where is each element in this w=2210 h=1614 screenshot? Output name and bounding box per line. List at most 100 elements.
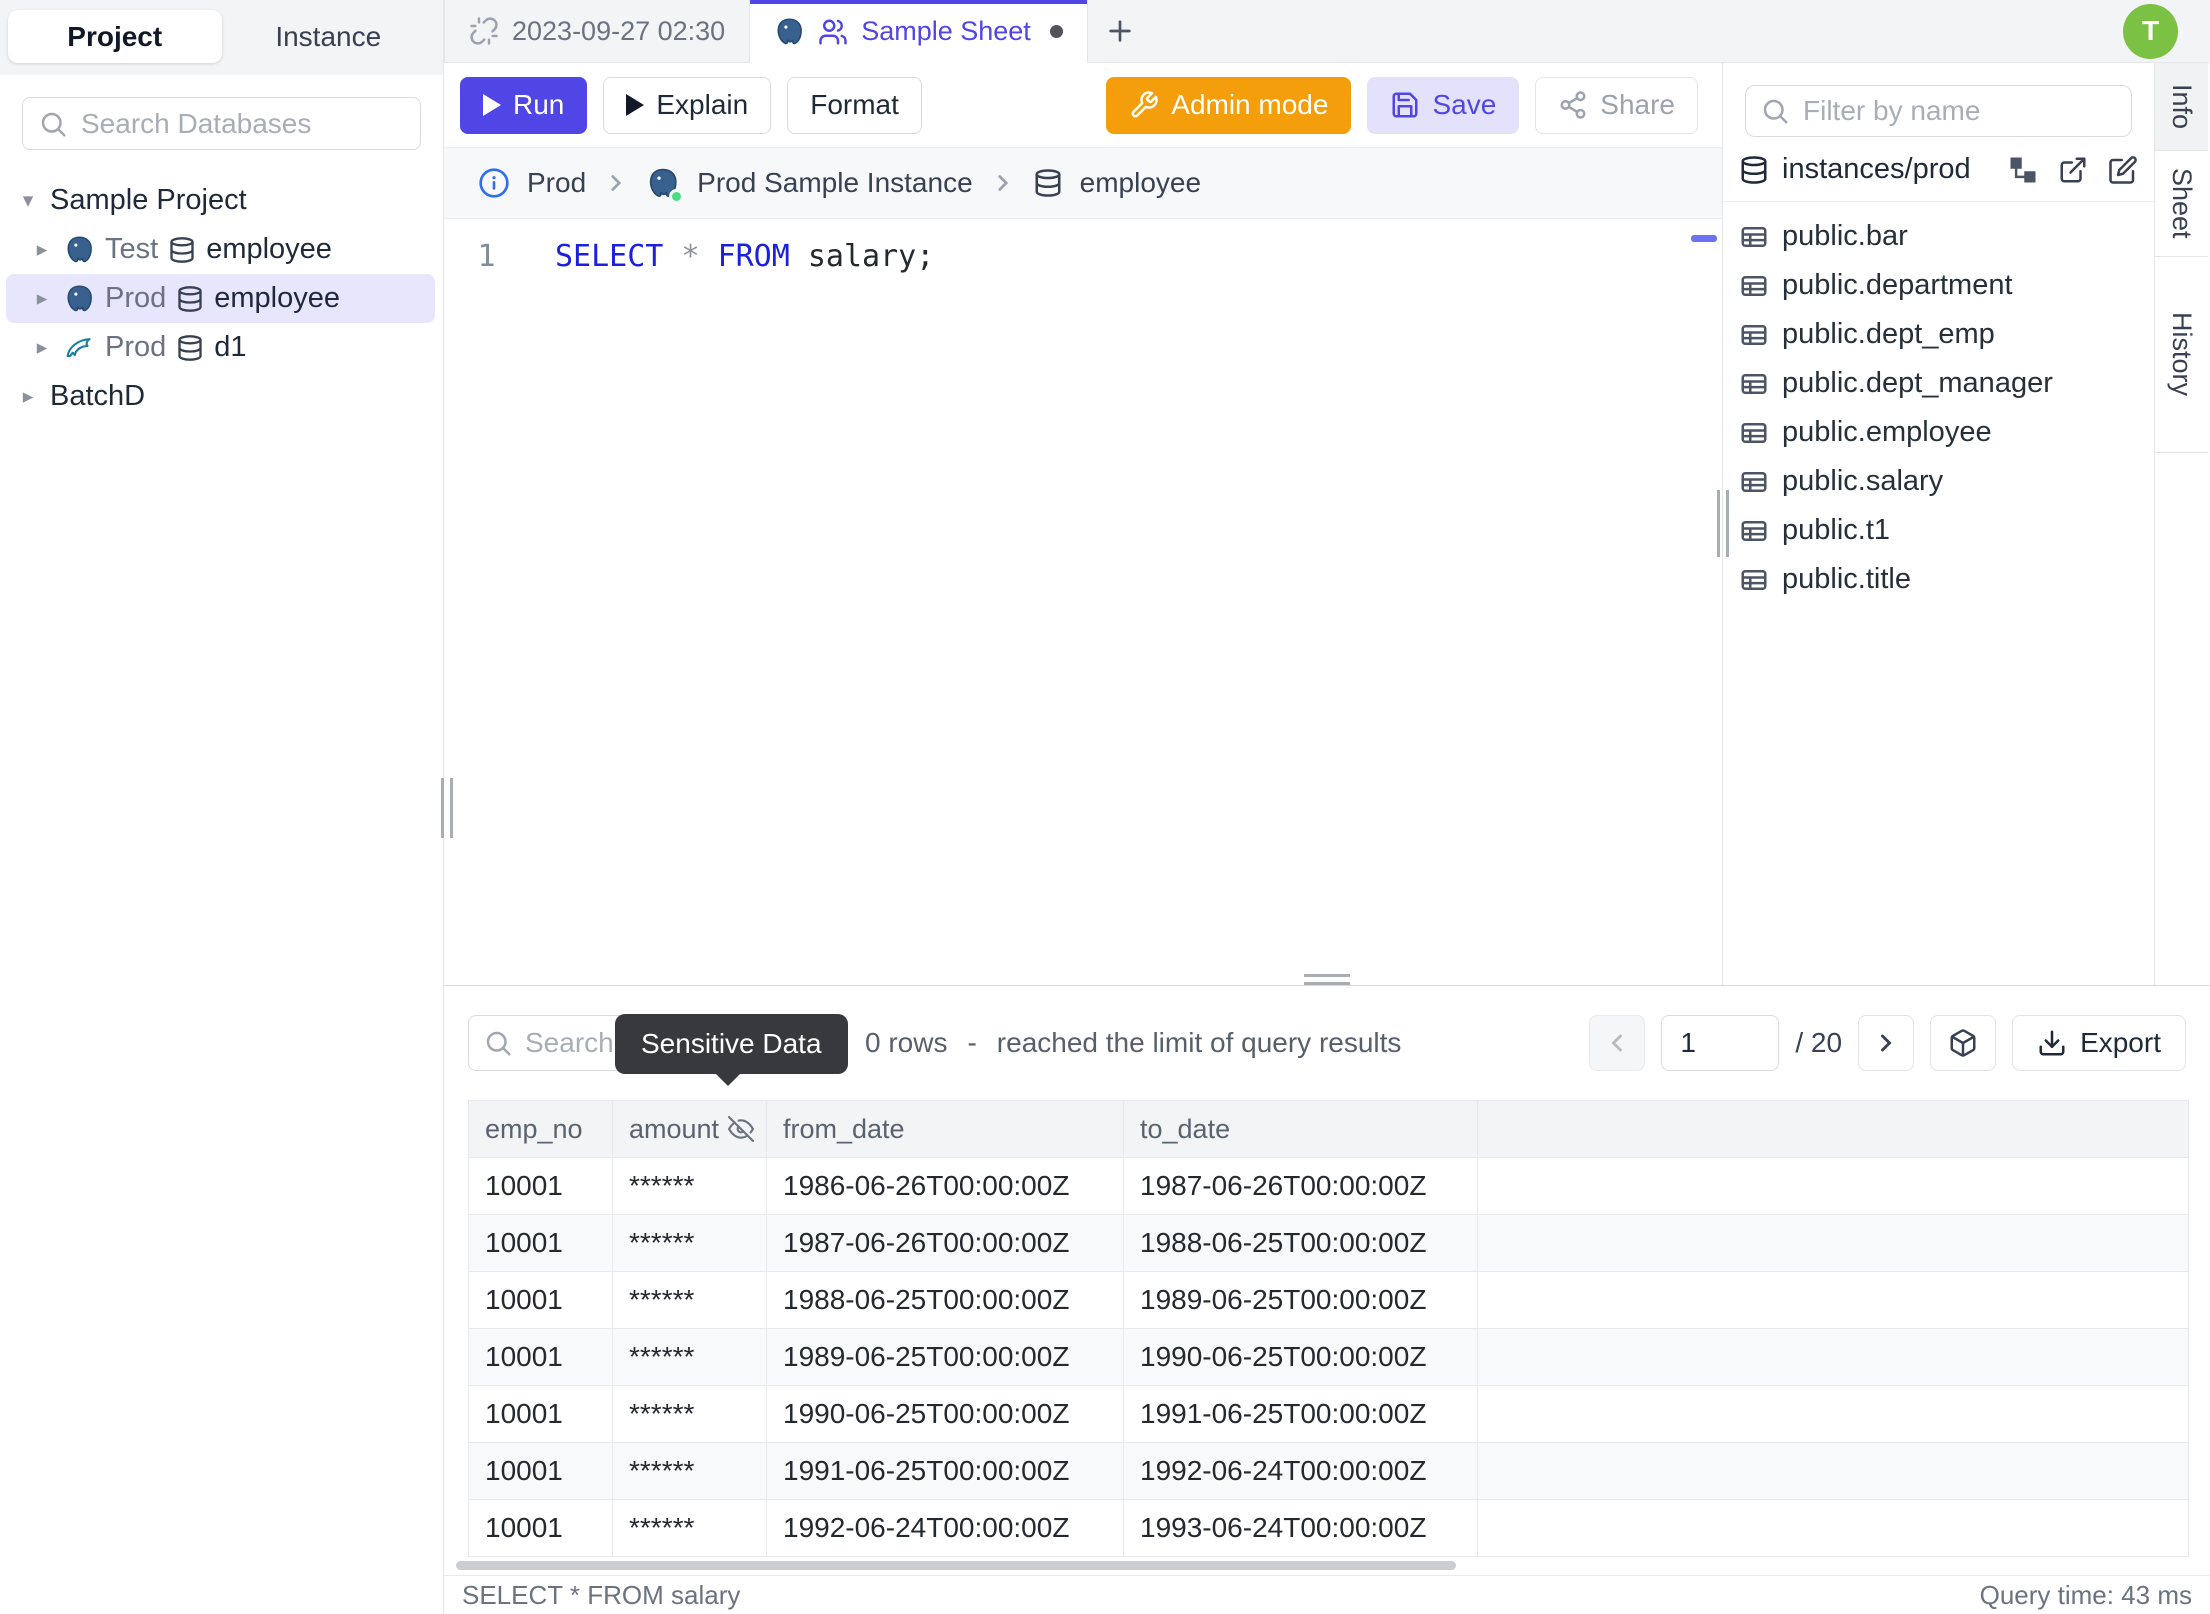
tab-instance[interactable]: Instance bbox=[275, 20, 382, 52]
cell[interactable]: 1991-06-25T00:00:00Z bbox=[1123, 1385, 1478, 1443]
chevron-right-icon bbox=[998, 175, 1008, 191]
results-header-row: emp_no amount from_date to_date bbox=[468, 1100, 2189, 1158]
cell[interactable]: 10001 bbox=[468, 1385, 613, 1443]
cell[interactable]: 1987-06-26T00:00:00Z bbox=[766, 1214, 1124, 1272]
cell[interactable]: 1992-06-24T00:00:00Z bbox=[1123, 1442, 1478, 1500]
cell[interactable]: 10001 bbox=[468, 1157, 613, 1215]
strip-tab-sheet[interactable]: Sheet bbox=[2155, 151, 2208, 257]
results-search-input[interactable]: Search bbox=[468, 1015, 738, 1071]
avatar[interactable]: T bbox=[2123, 3, 2178, 59]
page-number-input[interactable]: 1 bbox=[1661, 1015, 1780, 1071]
table-item-public-title[interactable]: public.title bbox=[1723, 555, 2154, 604]
chevron-left-icon bbox=[1611, 1034, 1623, 1052]
table-item-public-department[interactable]: public.department bbox=[1723, 261, 2154, 310]
sensitive-data-tooltip: Sensitive Data bbox=[615, 1014, 848, 1086]
breadcrumb-instance[interactable]: Prod Sample Instance bbox=[697, 167, 973, 198]
cell-masked[interactable]: ****** bbox=[612, 1385, 767, 1443]
tree-db-test-employee[interactable]: ▸ Test employee bbox=[6, 225, 435, 274]
export-button[interactable]: Export bbox=[2012, 1015, 2186, 1071]
filter-by-name-input[interactable]: Filter by name bbox=[1745, 85, 2132, 137]
new-sheet-button[interactable] bbox=[1088, 0, 1152, 62]
table-row: 10001 ****** 1987-06-26T00:00:00Z 1988-06-2… bbox=[468, 1214, 2189, 1272]
cell[interactable]: 10001 bbox=[468, 1442, 613, 1500]
right-divider-handle[interactable] bbox=[1717, 490, 1729, 557]
visualize-button[interactable] bbox=[1930, 1015, 1997, 1071]
next-page-button[interactable] bbox=[1858, 1015, 1915, 1071]
table-item-public-employee[interactable]: public.employee bbox=[1723, 408, 2154, 457]
database-icon bbox=[178, 285, 202, 312]
database-icon bbox=[1035, 169, 1061, 197]
cell-filler bbox=[1477, 1442, 2189, 1500]
editor-scrollbar-thumb[interactable] bbox=[1691, 235, 1717, 242]
cell[interactable]: 10001 bbox=[468, 1271, 613, 1329]
postgresql-status-icon bbox=[646, 166, 685, 204]
eye-off-icon[interactable] bbox=[728, 1116, 755, 1142]
sheet-tab-sample-sheet[interactable]: Sample Sheet bbox=[750, 0, 1088, 63]
format-button[interactable]: Format bbox=[787, 76, 922, 134]
cell-masked[interactable]: ****** bbox=[612, 1442, 767, 1500]
table-item-public-bar[interactable]: public.bar bbox=[1723, 212, 2154, 261]
cell[interactable]: 10001 bbox=[468, 1328, 613, 1386]
cell-masked[interactable]: ****** bbox=[612, 1499, 767, 1557]
table-icon bbox=[1741, 520, 1767, 541]
external-link-icon[interactable] bbox=[2058, 155, 2088, 185]
left-divider-handle[interactable] bbox=[441, 778, 453, 838]
cell[interactable]: 10001 bbox=[468, 1214, 613, 1272]
tree-project-batchd[interactable]: ▸ BatchD bbox=[0, 372, 443, 421]
table-row: 10001 ****** 1992-06-24T00:00:00Z 1993-06-2… bbox=[468, 1499, 2189, 1557]
search-databases-input[interactable]: Search Databases bbox=[22, 97, 421, 150]
share-button[interactable]: Share bbox=[1535, 76, 1698, 134]
caret-right-icon[interactable]: ▸ bbox=[22, 385, 34, 408]
caret-right-icon[interactable]: ▸ bbox=[36, 336, 48, 359]
cell-masked[interactable]: ****** bbox=[612, 1214, 767, 1272]
strip-tab-info[interactable]: Info bbox=[2155, 63, 2208, 151]
panel-resize-handle[interactable] bbox=[1304, 974, 1350, 985]
table-item-public-salary[interactable]: public.salary bbox=[1723, 457, 2154, 506]
cell[interactable]: 1992-06-24T00:00:00Z bbox=[766, 1499, 1124, 1557]
tab-project[interactable]: Project bbox=[8, 10, 222, 63]
admin-mode-button[interactable]: Admin mode bbox=[1106, 76, 1352, 134]
prev-page-button[interactable] bbox=[1589, 1015, 1646, 1071]
cell-masked[interactable]: ****** bbox=[612, 1328, 767, 1386]
users-icon bbox=[819, 19, 847, 44]
cell[interactable]: 1988-06-25T00:00:00Z bbox=[766, 1271, 1124, 1329]
cell[interactable]: 1991-06-25T00:00:00Z bbox=[766, 1442, 1124, 1500]
cell[interactable]: 1990-06-25T00:00:00Z bbox=[766, 1385, 1124, 1443]
info-icon[interactable] bbox=[478, 167, 510, 199]
explain-button[interactable]: Explain bbox=[603, 76, 772, 134]
cell[interactable]: 1986-06-26T00:00:00Z bbox=[766, 1157, 1124, 1215]
breadcrumb-database[interactable]: employee bbox=[1079, 167, 1202, 198]
table-item-public-dept-emp[interactable]: public.dept_emp bbox=[1723, 310, 2154, 359]
cell-masked[interactable]: ****** bbox=[612, 1157, 767, 1215]
breadcrumb-environment[interactable]: Prod bbox=[527, 167, 587, 198]
tree-project-sample[interactable]: ▾ Sample Project bbox=[0, 176, 443, 225]
executed-statement: SELECT * FROM salary bbox=[462, 1579, 741, 1610]
table-item-public-t1[interactable]: public.t1 bbox=[1723, 506, 2154, 555]
cell-filler bbox=[1477, 1328, 2189, 1386]
cell[interactable]: 1987-06-26T00:00:00Z bbox=[1123, 1157, 1478, 1215]
tree-db-prod-employee[interactable]: ▸ Prod employee bbox=[6, 274, 435, 323]
cell-masked[interactable]: ****** bbox=[612, 1271, 767, 1329]
cell[interactable]: 1990-06-25T00:00:00Z bbox=[1123, 1328, 1478, 1386]
horizontal-scrollbar-thumb[interactable] bbox=[456, 1561, 1456, 1570]
strip-tab-history[interactable]: History bbox=[2155, 257, 2208, 453]
sheet-tab-history[interactable]: 2023-09-27 02:30 bbox=[444, 0, 751, 62]
cell[interactable]: 1993-06-24T00:00:00Z bbox=[1123, 1499, 1478, 1557]
table-item-public-dept-manager[interactable]: public.dept_manager bbox=[1723, 359, 2154, 408]
tree-env-label: Prod bbox=[105, 282, 167, 314]
cell[interactable]: 1989-06-25T00:00:00Z bbox=[1123, 1271, 1478, 1329]
sql-editor[interactable]: 1 SELECT * FROM salary; bbox=[444, 219, 1722, 985]
tree-db-prod-d1[interactable]: ▸ Prod d1 bbox=[6, 323, 435, 372]
cell[interactable]: 1988-06-25T00:00:00Z bbox=[1123, 1214, 1478, 1272]
table-row: 10001 ****** 1991-06-25T00:00:00Z 1992-06-2… bbox=[468, 1442, 2189, 1500]
cell-filler bbox=[1477, 1385, 2189, 1443]
caret-right-icon[interactable]: ▸ bbox=[36, 238, 48, 261]
schema-diagram-icon[interactable] bbox=[2008, 155, 2038, 185]
caret-right-icon[interactable]: ▸ bbox=[36, 287, 48, 310]
cell[interactable]: 10001 bbox=[468, 1499, 613, 1557]
save-button[interactable]: Save bbox=[1367, 76, 1520, 134]
run-button[interactable]: Run bbox=[460, 76, 588, 134]
caret-down-icon[interactable]: ▾ bbox=[22, 189, 34, 212]
cell[interactable]: 1989-06-25T00:00:00Z bbox=[766, 1328, 1124, 1386]
edit-icon[interactable] bbox=[2108, 155, 2138, 185]
